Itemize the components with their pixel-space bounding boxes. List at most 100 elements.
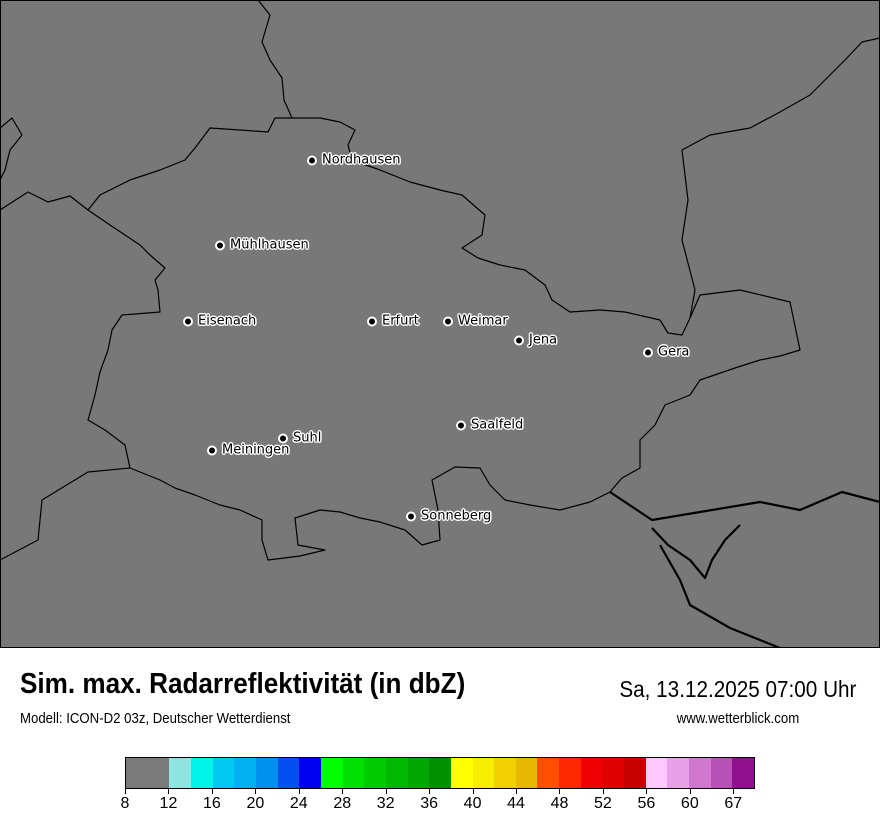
legend-swatch	[169, 758, 191, 788]
legend-swatch	[624, 758, 646, 788]
legend-tick	[429, 789, 431, 794]
legend-swatch	[710, 758, 733, 788]
state-border-north	[257, 0, 293, 119]
city-marker: Sonneberg	[406, 509, 491, 524]
country-border-bavaria-czech	[659, 544, 781, 648]
city-label: Gera	[658, 344, 690, 360]
legend-swatch	[689, 758, 711, 788]
legend-ticks: 8 12 16 20 24 28 32 36 40 44 48 52 56 60 67	[0, 789, 880, 829]
city-label: Jena	[529, 332, 558, 348]
city-dot-icon	[514, 335, 524, 345]
legend-swatch	[537, 758, 560, 788]
city-marker: Saalfeld	[456, 418, 523, 433]
legend-swatch	[364, 758, 386, 788]
legend-tick	[125, 789, 126, 794]
legend-tick-label: 28	[333, 795, 352, 812]
legend-tick	[298, 789, 300, 794]
legend-tick	[559, 789, 561, 794]
forecast-datetime: Sa, 13.12.2025 07:00 Uhr	[618, 676, 856, 702]
state-border-west	[0, 191, 89, 211]
legend-swatch	[515, 758, 538, 788]
legend-tick-label: 32	[376, 795, 395, 812]
legend-swatch	[385, 758, 408, 788]
city-dot-icon	[207, 445, 217, 455]
legend-tick-label: 67	[724, 795, 743, 812]
state-border-saxony	[681, 37, 880, 319]
city-label: Weimar	[458, 313, 508, 329]
legend-swatch	[212, 758, 235, 788]
city-marker: Nordhausen	[307, 153, 401, 168]
legend-swatch	[190, 758, 213, 788]
city-marker: Suhl	[278, 431, 321, 446]
legend-tick-label: 40	[463, 795, 482, 812]
city-dot-icon	[406, 511, 416, 521]
legend-swatch	[732, 758, 755, 788]
legend-tick-label: 44	[507, 795, 525, 812]
legend-tick-label: 36	[420, 795, 439, 812]
legend-swatch	[320, 758, 343, 788]
city-marker: Mühlhausen	[215, 238, 309, 253]
legend-tick	[211, 789, 213, 794]
color-legend	[125, 757, 755, 789]
city-label: Sonneberg	[421, 508, 492, 524]
legend-tick	[385, 789, 387, 794]
city-marker: Eisenach	[183, 314, 256, 329]
legend-tick	[342, 789, 344, 794]
website-link[interactable]: www.wetterblick.com	[676, 710, 799, 727]
city-marker: Erfurt	[367, 314, 419, 329]
city-dot-icon	[443, 316, 453, 326]
legend-tick-label: 60	[680, 795, 699, 812]
city-label: Erfurt	[382, 313, 419, 329]
city-label: Suhl	[293, 430, 322, 446]
city-marker: Weimar	[443, 314, 508, 329]
legend-swatch	[277, 758, 300, 788]
map-background	[0, 0, 880, 648]
legend-swatch	[450, 758, 473, 788]
city-dot-icon	[183, 316, 193, 326]
legend-swatch	[255, 758, 278, 788]
city-marker: Gera	[643, 345, 689, 360]
city-label: Meiningen	[222, 442, 290, 458]
city-dot-icon	[307, 155, 317, 165]
legend-tick-label: 20	[246, 795, 265, 812]
city-marker: Meiningen	[207, 443, 289, 458]
legend-swatch	[429, 758, 451, 788]
legend-tick-label: 52	[594, 795, 612, 812]
legend-tick	[516, 789, 518, 794]
legend-tick	[255, 789, 257, 794]
city-label: Mühlhausen	[230, 237, 309, 253]
country-border-czech-south	[651, 524, 741, 580]
legend-tick	[472, 789, 474, 794]
legend-tick	[733, 789, 735, 794]
legend-tick	[689, 789, 691, 794]
legend-swatch	[494, 758, 516, 788]
city-dot-icon	[367, 316, 377, 326]
legend-tick-label: 16	[202, 795, 221, 812]
legend-swatch	[559, 758, 581, 788]
city-label: Saalfeld	[471, 417, 524, 433]
state-border-thuringia	[87, 117, 801, 561]
legend-tick	[168, 789, 170, 794]
legend-swatch	[342, 758, 365, 788]
country-border-czech	[609, 490, 880, 522]
city-dot-icon	[643, 347, 653, 357]
legend-tick-label: 56	[637, 795, 656, 812]
legend-swatch	[580, 758, 603, 788]
legend-swatch	[234, 758, 256, 788]
legend-tick	[602, 789, 604, 794]
legend-tick-label: 8	[120, 795, 130, 812]
legend-tick-label: 12	[159, 795, 178, 812]
city-dot-icon	[456, 420, 466, 430]
city-marker: Jena	[514, 333, 557, 348]
city-label: Nordhausen	[322, 152, 401, 168]
legend-swatch	[472, 758, 495, 788]
legend-swatch	[299, 758, 321, 788]
map-title: Sim. max. Radarreflektivität (in dbZ)	[20, 668, 466, 700]
map[interactable]	[0, 0, 880, 648]
model-source: Modell: ICON-D2 03z, Deutscher Wetterdie…	[20, 710, 291, 727]
legend-swatch	[667, 758, 690, 788]
legend-swatch	[645, 758, 668, 788]
legend-swatch	[126, 758, 170, 788]
legend-tick-label: 24	[289, 795, 308, 812]
state-border-southwest	[0, 467, 131, 561]
